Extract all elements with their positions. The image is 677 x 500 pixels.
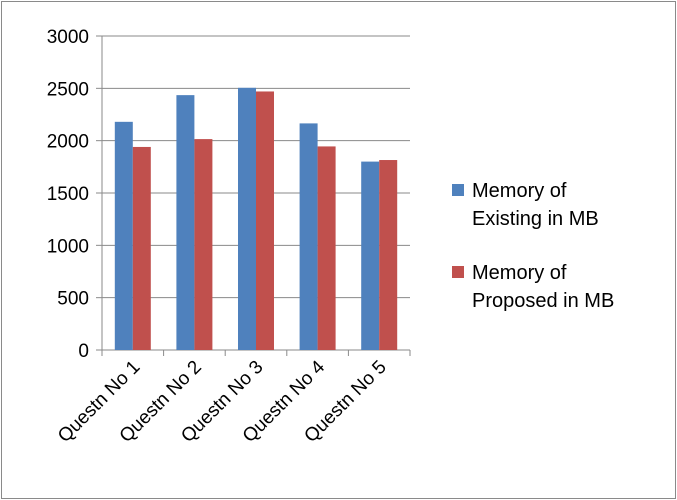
y-tick-label: 0 xyxy=(78,341,89,362)
bar xyxy=(176,95,195,351)
legend-label-line: Existing in MB xyxy=(472,208,599,230)
bar xyxy=(379,160,398,350)
y-tick-label: 500 xyxy=(57,289,89,310)
legend-swatch xyxy=(452,266,464,278)
bar xyxy=(256,91,274,351)
bar xyxy=(114,121,133,351)
bar xyxy=(299,123,318,350)
legend-label-line: Memory of xyxy=(472,180,567,202)
y-tick-labels: 0 500 1000 1500 2000 2500 3000 xyxy=(47,27,89,362)
y-tick-label: 3000 xyxy=(47,27,89,48)
legend-label-line: Memory of xyxy=(472,262,567,284)
bar xyxy=(238,87,256,350)
legend-label: Memory of Existing in MB xyxy=(472,180,599,230)
legend-label: Memory of Proposed in MB xyxy=(472,262,614,312)
y-tick-label: 2000 xyxy=(47,132,89,153)
legend-label-line: Proposed in MB xyxy=(472,290,614,312)
y-tick-label: 2500 xyxy=(47,79,89,100)
bar xyxy=(317,146,336,350)
bar xyxy=(194,139,213,350)
bar xyxy=(132,146,151,350)
legend-swatch xyxy=(452,184,464,196)
bars xyxy=(114,87,398,351)
bar xyxy=(361,161,380,350)
y-tick-label: 1000 xyxy=(47,236,89,257)
y-tick-label: 1500 xyxy=(47,184,89,205)
legend: Memory of Existing in MB Memory of Proposed… xyxy=(452,180,614,312)
